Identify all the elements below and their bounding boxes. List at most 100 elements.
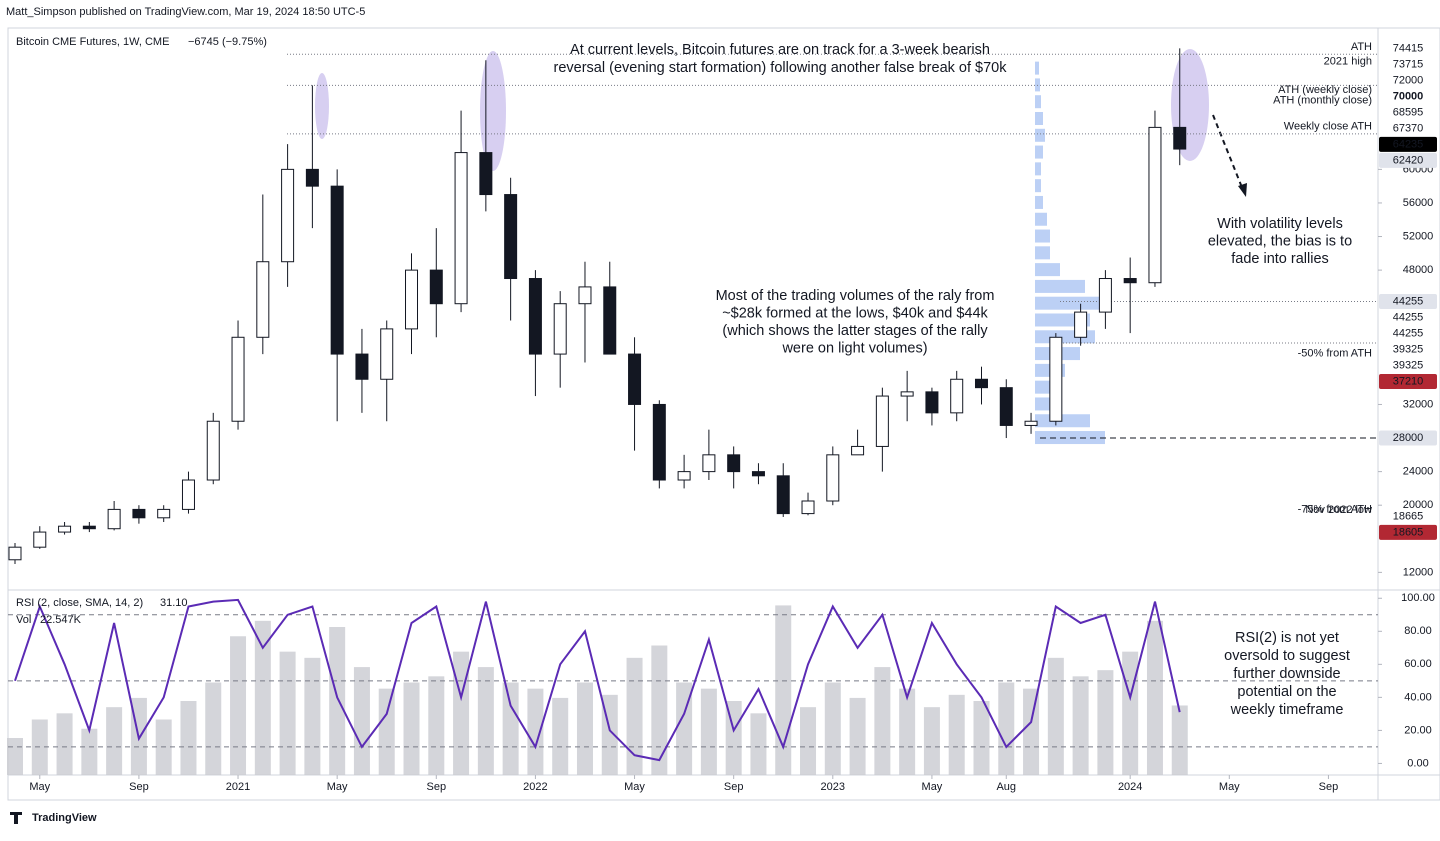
price-label: 37210 <box>1393 375 1424 387</box>
annotation: RSI(2) is not yet <box>1235 630 1339 646</box>
volume-bar <box>923 707 940 775</box>
arrow <box>1212 114 1244 191</box>
annotation: (which shows the latter stages of the ra… <box>722 323 988 339</box>
candle-body <box>578 286 592 305</box>
level-note: ATH (weekly close) <box>1278 84 1372 96</box>
volume-bar <box>527 688 544 775</box>
highlight <box>315 73 329 139</box>
y-tick-label: 40.00 <box>1404 691 1432 703</box>
candle-body <box>950 378 964 414</box>
volume-bar <box>1023 688 1040 775</box>
annotation: potential on the <box>1237 684 1336 700</box>
price-label-box <box>1379 152 1437 168</box>
x-tick-label: May <box>327 781 348 793</box>
volume-bar <box>626 657 643 775</box>
price-label: 74415 <box>1393 42 1424 54</box>
volume-profile-bar <box>1035 145 1043 159</box>
volume-bar <box>874 667 891 775</box>
candle-body <box>181 479 195 510</box>
candle-body <box>281 168 295 263</box>
annotation: ~$28k formed at the lows, $40k and $44k <box>722 305 988 321</box>
price-label-box <box>1379 430 1437 446</box>
candle-body <box>1148 126 1162 284</box>
volume-bar <box>453 651 470 775</box>
volume-value: 22.547K <box>40 614 82 626</box>
level-note: ATH <box>1351 41 1372 53</box>
candle-body <box>751 471 765 477</box>
volume-profile-bar <box>1035 128 1045 142</box>
volume-bar <box>973 701 990 775</box>
candle-body <box>479 152 493 196</box>
volume-bar <box>304 657 321 775</box>
volume-profile-bar <box>1035 179 1041 193</box>
price-label: 39325 <box>1393 343 1424 355</box>
annotation: At current levels, Bitcoin futures are o… <box>570 42 990 58</box>
volume-bar <box>1072 676 1089 775</box>
candle-body <box>231 336 245 422</box>
candle-body <box>504 194 518 280</box>
candle-body <box>1074 311 1088 338</box>
volume-bar <box>477 667 494 775</box>
y-tick-label: 24000 <box>1403 466 1434 478</box>
volume-bar <box>106 707 123 775</box>
y-tick-label: 60.00 <box>1404 658 1432 670</box>
volume-bar <box>428 676 445 775</box>
price-label-box <box>1379 72 1437 88</box>
price-label-box <box>1379 310 1437 326</box>
price-label: 39325 <box>1393 359 1424 371</box>
level-note: 2021 high <box>1324 56 1372 68</box>
volume-profile-bar <box>1035 195 1043 209</box>
candle-body <box>603 286 617 355</box>
x-tick-label: May <box>922 781 943 793</box>
x-tick-label: 2024 <box>1118 781 1142 793</box>
volume-bar <box>180 701 197 775</box>
candle-body <box>727 454 741 473</box>
candle-body <box>1049 336 1063 422</box>
price-label: 44255 <box>1393 327 1424 339</box>
volume-bar <box>750 713 767 775</box>
candle-body <box>429 269 443 305</box>
x-tick-label: May <box>1219 781 1240 793</box>
level-note: ATH (monthly close) <box>1273 94 1372 106</box>
volume-bar <box>205 682 222 775</box>
price-label-box <box>1379 56 1437 72</box>
x-tick-label: May <box>624 781 645 793</box>
price-label: 72000 <box>1393 74 1424 86</box>
footer-brand: TradingView <box>32 812 97 824</box>
x-tick-label: Sep <box>427 781 447 793</box>
y-tick-label: 100.00 <box>1401 592 1435 604</box>
volume-bar <box>849 697 866 775</box>
y-tick-label: 32000 <box>1403 398 1434 410</box>
volume-bar <box>651 645 668 775</box>
level-note: -75% from ATH <box>1298 503 1372 515</box>
price-label: 68595 <box>1393 106 1424 118</box>
candle-body <box>305 168 319 187</box>
x-tick-label: Sep <box>129 781 149 793</box>
candle-body <box>33 531 47 548</box>
volume-bar <box>1122 651 1139 775</box>
volume-profile-bar <box>1035 296 1105 310</box>
candle-body <box>974 378 988 389</box>
level-note: Nov 2022 low <box>1305 504 1372 516</box>
candle-body <box>999 387 1013 426</box>
annotation: oversold to suggest <box>1224 648 1350 664</box>
candle-body <box>1024 420 1038 426</box>
annotation: were on light volumes) <box>781 340 927 356</box>
candle-body <box>132 508 146 519</box>
candle-body <box>900 391 914 397</box>
volume-profile-bar <box>1035 111 1043 125</box>
price-label: 44255 <box>1393 311 1424 323</box>
candle-body <box>776 475 790 515</box>
volume-bar <box>254 620 271 775</box>
volume-profile-bar <box>1035 61 1039 75</box>
volume-bar <box>1146 620 1163 775</box>
x-tick-label: May <box>29 781 50 793</box>
candle-body <box>925 391 939 414</box>
arrow-head <box>1238 183 1247 197</box>
candle-body <box>628 353 642 405</box>
candle-body <box>1098 278 1112 313</box>
indicator-value: 31.10 <box>160 597 188 609</box>
price-label: 28000 <box>1393 432 1424 444</box>
price-label-box <box>1379 88 1437 104</box>
candle-body <box>8 546 22 561</box>
